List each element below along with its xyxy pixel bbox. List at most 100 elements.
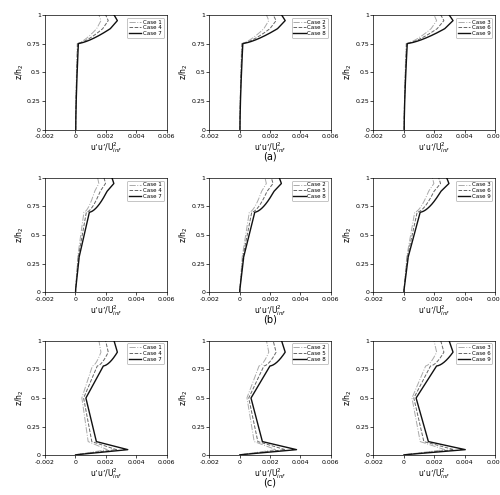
Case 1 — [80, 219, 86, 225]
Case 2 — [244, 219, 250, 225]
Case 1 — [96, 12, 102, 18]
Case 7 — [109, 175, 115, 181]
Case 2 — [237, 126, 243, 132]
Case 5 — [246, 221, 252, 227]
Case 9 — [414, 219, 420, 225]
Y-axis label: z/h$_2$: z/h$_2$ — [178, 390, 190, 406]
Line: Case 7: Case 7 — [76, 178, 114, 293]
Case 6 — [412, 222, 418, 228]
Line: Case 1: Case 1 — [76, 341, 108, 455]
Case 2 — [248, 384, 254, 390]
Case 9 — [414, 221, 420, 227]
Case 7 — [73, 126, 79, 132]
Line: Case 9: Case 9 — [404, 341, 466, 455]
Case 6 — [412, 221, 418, 227]
X-axis label: u’u’/U$^2_{inf}$: u’u’/U$^2_{inf}$ — [90, 303, 122, 318]
Case 4 — [81, 221, 87, 227]
Case 3 — [431, 338, 437, 344]
Case 5 — [273, 348, 279, 354]
Case 2 — [249, 382, 255, 388]
Case 8 — [237, 289, 243, 295]
Case 3 — [428, 186, 434, 192]
Case 8 — [250, 219, 256, 225]
Case 2 — [263, 23, 269, 29]
Case 7 — [88, 385, 94, 391]
Case 8 — [236, 452, 242, 458]
Case 5 — [251, 384, 257, 390]
Case 6 — [418, 382, 424, 388]
Case 5 — [252, 382, 258, 388]
Case 3 — [430, 356, 436, 362]
Case 7 — [110, 356, 116, 362]
Case 7 — [72, 289, 78, 295]
Case 6 — [440, 348, 446, 354]
Case 6 — [401, 452, 407, 458]
Case 4 — [72, 452, 78, 458]
Text: (b): (b) — [263, 315, 277, 325]
Case 5 — [238, 58, 244, 64]
Case 3 — [401, 290, 407, 296]
Case 4 — [74, 58, 80, 64]
Line: Case 5: Case 5 — [240, 341, 285, 455]
Case 1 — [90, 30, 96, 36]
Case 2 — [264, 338, 270, 344]
Case 8 — [268, 193, 274, 199]
Case 7 — [90, 382, 96, 388]
Case 2 — [257, 193, 263, 199]
Case 4 — [72, 126, 78, 132]
Case 9 — [420, 385, 426, 391]
Case 3 — [414, 382, 420, 388]
Y-axis label: z/h$_2$: z/h$_2$ — [13, 390, 26, 406]
Case 9 — [422, 382, 428, 388]
Case 2 — [248, 385, 254, 391]
Y-axis label: z/h$_2$: z/h$_2$ — [178, 64, 190, 80]
Legend: Case 1, Case 4, Case 7: Case 1, Case 4, Case 7 — [128, 344, 164, 364]
Case 6 — [438, 338, 444, 344]
Line: Case 1: Case 1 — [76, 178, 99, 293]
Case 5 — [262, 193, 268, 199]
Case 2 — [256, 30, 262, 36]
Case 1 — [82, 385, 88, 391]
Case 8 — [254, 385, 260, 391]
Case 9 — [401, 452, 407, 458]
Case 4 — [74, 56, 80, 62]
Case 3 — [414, 384, 420, 390]
Case 8 — [267, 30, 273, 36]
Case 1 — [72, 126, 78, 132]
Case 2 — [244, 221, 250, 227]
Case 4 — [102, 338, 108, 344]
Case 8 — [249, 221, 255, 227]
Case 3 — [434, 348, 440, 354]
Case 4 — [105, 348, 111, 354]
X-axis label: u’u’/U$^2_{inf}$: u’u’/U$^2_{inf}$ — [90, 140, 122, 155]
Case 4 — [82, 219, 87, 225]
Case 4 — [72, 452, 78, 458]
Case 4 — [96, 193, 102, 199]
Line: Case 7: Case 7 — [76, 15, 118, 130]
Case 6 — [436, 356, 442, 362]
Case 4 — [74, 59, 80, 65]
Case 1 — [94, 175, 100, 181]
Line: Case 3: Case 3 — [404, 178, 434, 293]
Case 2 — [236, 452, 242, 458]
Case 7 — [111, 338, 117, 344]
Case 9 — [401, 289, 407, 295]
Case 3 — [401, 127, 407, 133]
Case 6 — [416, 384, 422, 390]
Case 9 — [445, 356, 451, 362]
Case 7 — [106, 186, 112, 192]
Legend: Case 1, Case 4, Case 7: Case 1, Case 4, Case 7 — [128, 18, 164, 38]
Case 5 — [237, 126, 243, 132]
Case 6 — [428, 193, 434, 199]
Line: Case 5: Case 5 — [240, 178, 273, 293]
Case 6 — [401, 452, 407, 458]
Line: Case 6: Case 6 — [404, 15, 444, 130]
Case 4 — [99, 186, 105, 192]
Case 1 — [79, 221, 85, 227]
Case 6 — [403, 58, 409, 64]
Case 8 — [237, 127, 243, 133]
Case 7 — [74, 58, 80, 64]
Line: Case 8: Case 8 — [240, 15, 285, 130]
Line: Case 8: Case 8 — [240, 178, 282, 293]
Case 7 — [74, 56, 80, 62]
